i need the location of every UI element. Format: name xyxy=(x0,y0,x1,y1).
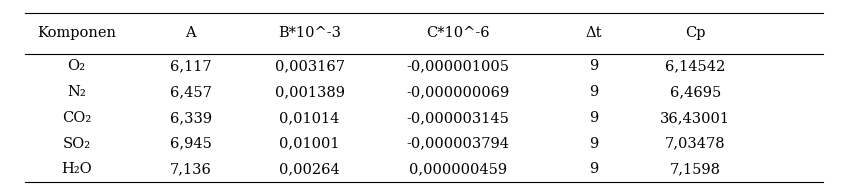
Text: 0,00264: 0,00264 xyxy=(279,162,340,177)
Text: Komponen: Komponen xyxy=(36,26,116,40)
Text: 0,000000459: 0,000000459 xyxy=(409,162,507,177)
Text: 0,003167: 0,003167 xyxy=(275,59,344,74)
Text: 9: 9 xyxy=(589,85,598,99)
Text: 7,03478: 7,03478 xyxy=(665,137,726,151)
Text: 0,01014: 0,01014 xyxy=(279,111,340,125)
Text: 6,945: 6,945 xyxy=(170,137,212,151)
Text: -0,000000069: -0,000000069 xyxy=(406,85,510,99)
Text: 6,339: 6,339 xyxy=(170,111,212,125)
Text: 6,117: 6,117 xyxy=(170,59,212,74)
Text: 0,001389: 0,001389 xyxy=(275,85,344,99)
Text: N₂: N₂ xyxy=(67,85,86,99)
Text: 9: 9 xyxy=(589,59,598,74)
Text: 6,457: 6,457 xyxy=(170,85,212,99)
Text: -0,000003145: -0,000003145 xyxy=(406,111,510,125)
Text: -0,000001005: -0,000001005 xyxy=(406,59,510,74)
Text: 7,1598: 7,1598 xyxy=(670,162,721,177)
Text: Δt: Δt xyxy=(585,26,602,40)
Text: 6,4695: 6,4695 xyxy=(670,85,721,99)
Text: 9: 9 xyxy=(589,162,598,177)
Text: H₂O: H₂O xyxy=(61,162,92,177)
Text: Cp: Cp xyxy=(685,26,706,40)
Text: B*10^-3: B*10^-3 xyxy=(278,26,341,40)
Text: 9: 9 xyxy=(589,111,598,125)
Text: 9: 9 xyxy=(589,137,598,151)
Text: 36,43001: 36,43001 xyxy=(661,111,730,125)
Text: CO₂: CO₂ xyxy=(62,111,91,125)
Text: -0,000003794: -0,000003794 xyxy=(406,137,510,151)
Text: 0,01001: 0,01001 xyxy=(279,137,340,151)
Text: A: A xyxy=(186,26,196,40)
Text: 6,14542: 6,14542 xyxy=(665,59,726,74)
Text: 7,136: 7,136 xyxy=(170,162,212,177)
Text: O₂: O₂ xyxy=(67,59,86,74)
Text: C*10^-6: C*10^-6 xyxy=(426,26,490,40)
Text: SO₂: SO₂ xyxy=(62,137,91,151)
